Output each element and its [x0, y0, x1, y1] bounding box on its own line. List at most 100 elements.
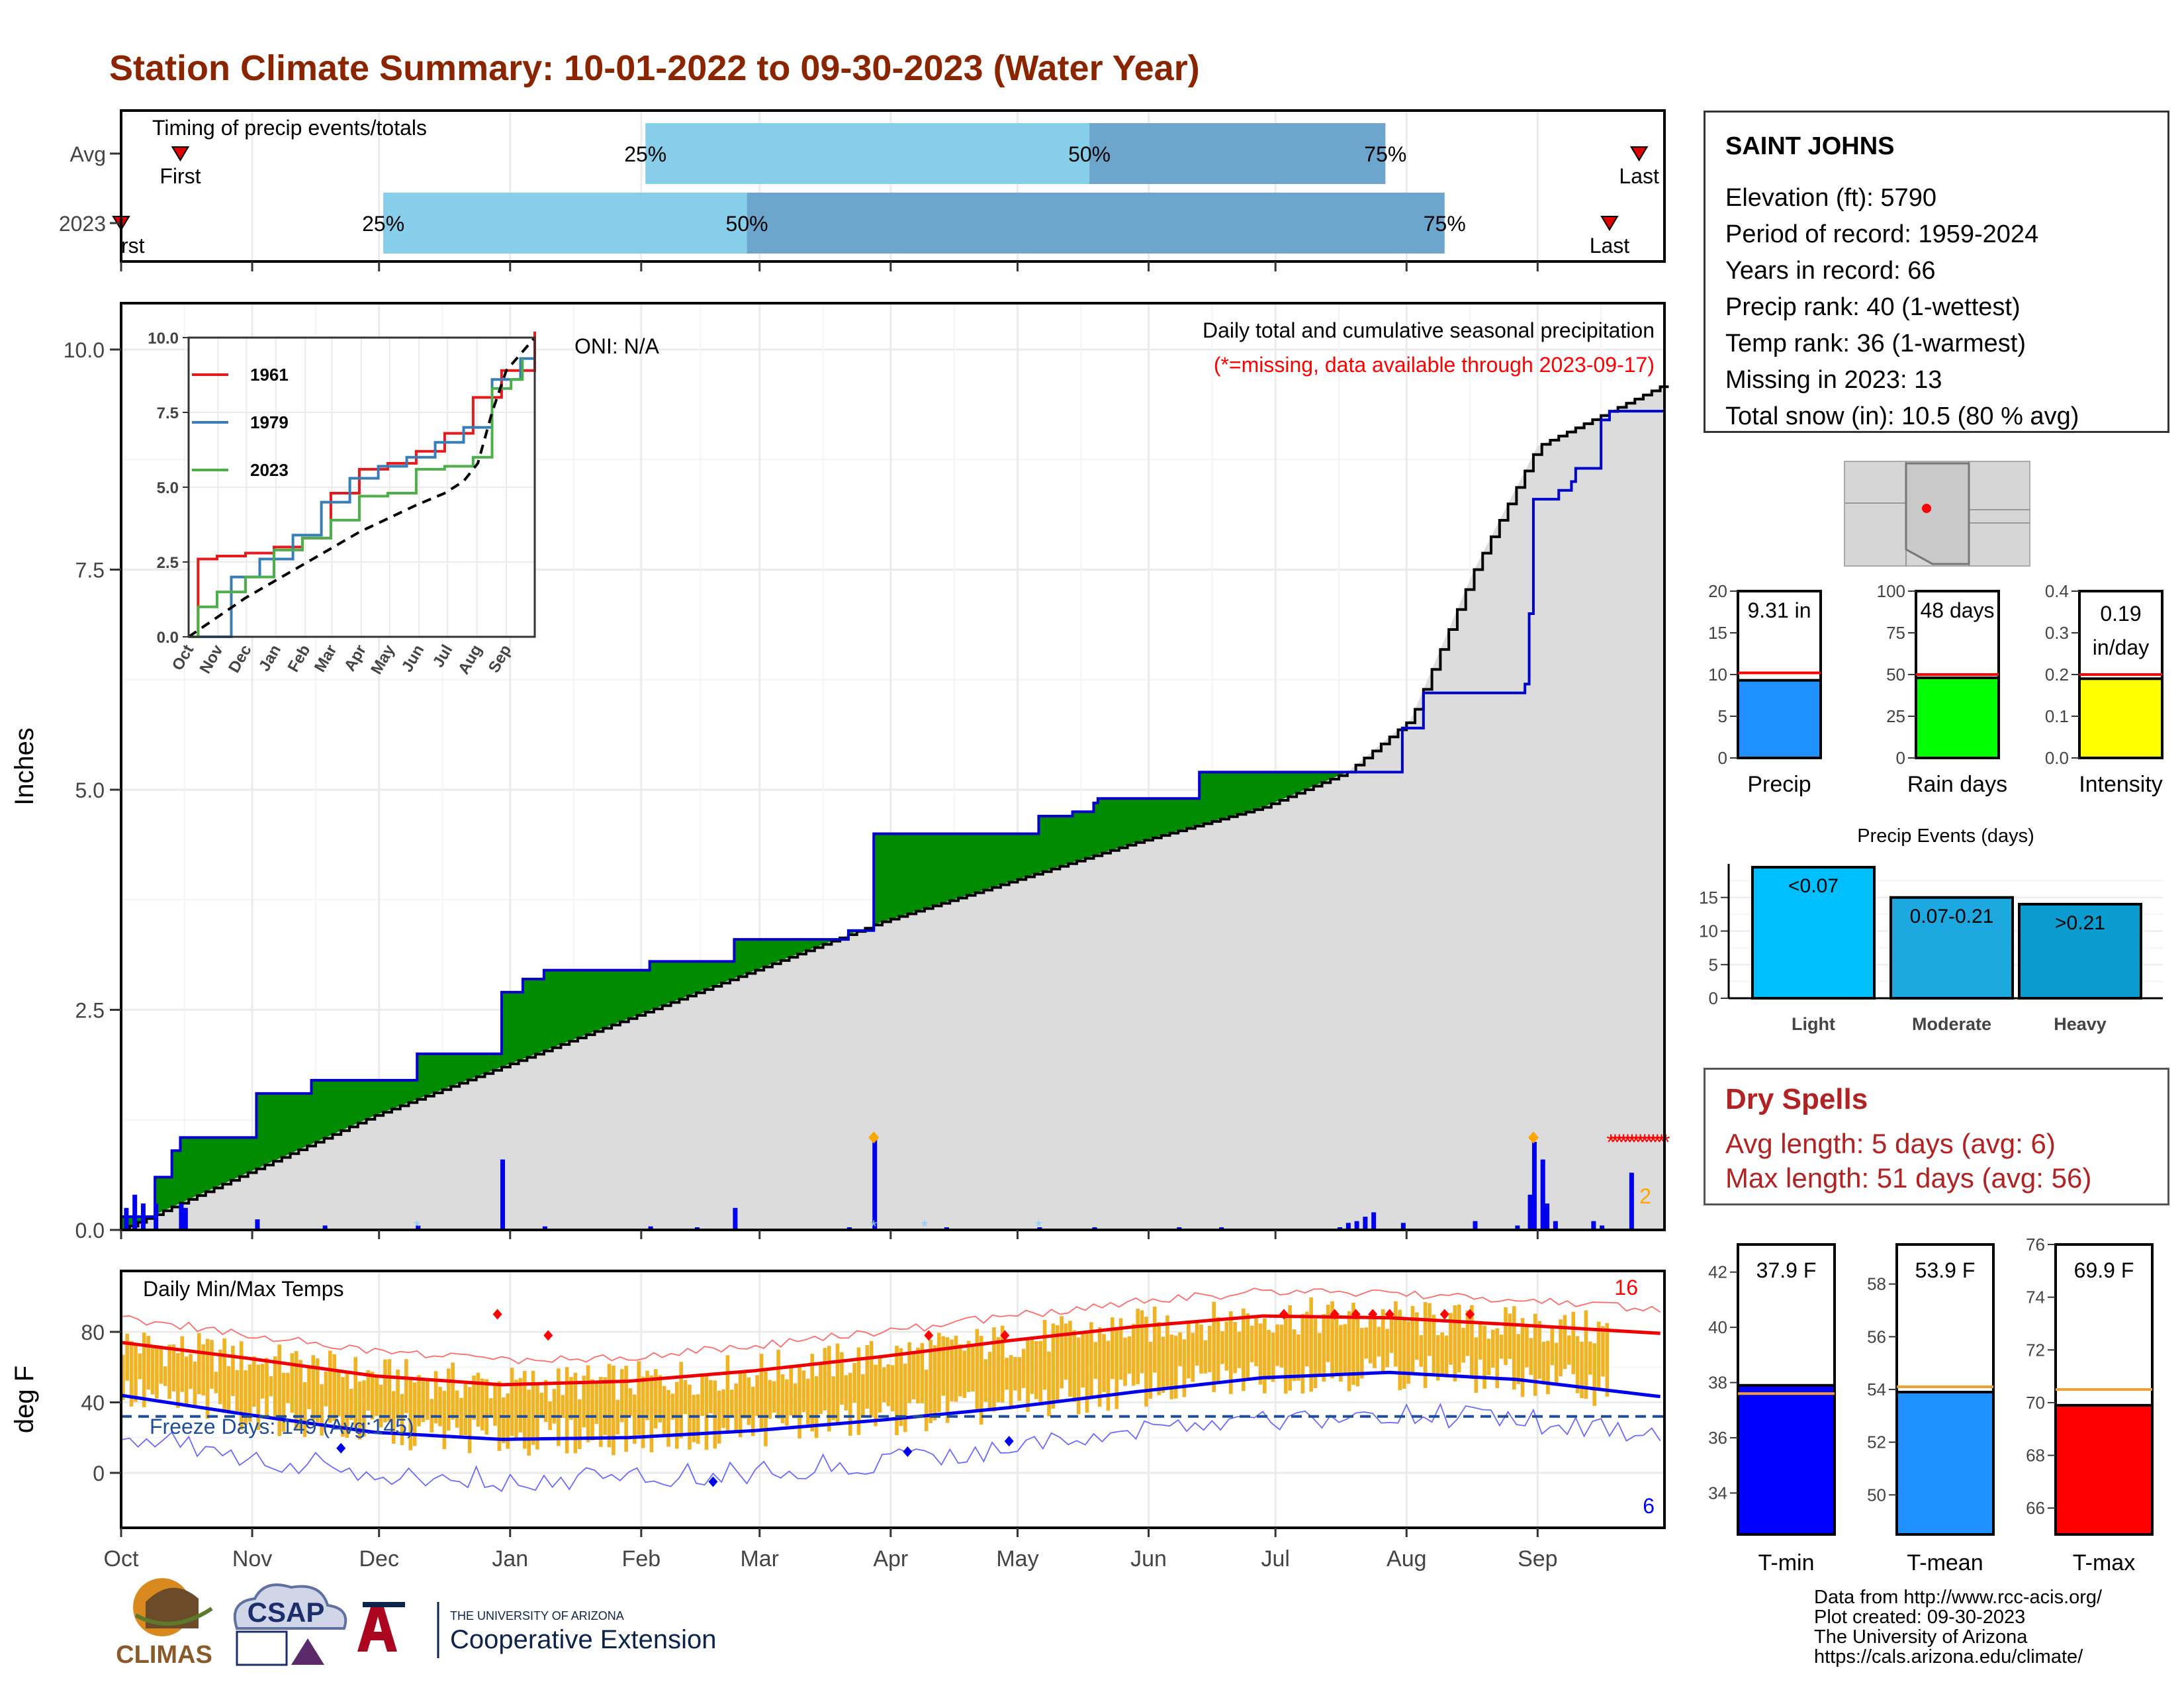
daily-temp-range-bar [916, 1347, 920, 1404]
record-high-marker [924, 1330, 934, 1341]
daily-temp-range-bar [1423, 1302, 1428, 1388]
daily-temp-range-bar [1246, 1313, 1250, 1379]
mini-bar-tick-label: 5 [1718, 706, 1727, 726]
daily-temp-range-bar [1415, 1312, 1419, 1360]
daily-temp-range-bar [1191, 1333, 1195, 1382]
month-label: Apr [873, 1546, 908, 1571]
month-label: May [996, 1546, 1038, 1571]
daily-temp-range-bar [890, 1365, 895, 1411]
daily-temp-range-bar [159, 1346, 163, 1384]
daily-precip-bar [1527, 1194, 1533, 1230]
temp-bar-tick-label: 70 [2026, 1393, 2045, 1413]
snow-marker: * [921, 1216, 928, 1236]
daily-temp-range-bar [1216, 1317, 1220, 1383]
daily-temp-range-bar [1212, 1301, 1216, 1392]
daily-temp-range-bar [341, 1377, 345, 1437]
daily-temp-range-bar [497, 1381, 502, 1451]
daily-temp-range-bar [1093, 1342, 1098, 1380]
precip-count-label: 2 [1639, 1184, 1651, 1208]
daily-temp-range-bar [451, 1362, 455, 1420]
daily-temp-range-bar [1402, 1317, 1406, 1389]
daily-temp-range-bar [1055, 1325, 1060, 1403]
month-label: Jan [492, 1546, 528, 1571]
daily-temp-range-bar [184, 1356, 189, 1405]
temp-bar-tick-label: 74 [2026, 1288, 2045, 1307]
daily-temp-range-bar [793, 1383, 797, 1419]
daily-temp-range-bar [226, 1366, 231, 1414]
record-low-marker [708, 1476, 718, 1487]
daily-precip-bar [179, 1203, 184, 1230]
temp-bar-outline [1895, 1390, 1995, 1536]
daily-precip-bar [1371, 1212, 1377, 1230]
daily-temp-range-bar [1318, 1333, 1322, 1374]
climas-logo-mark [134, 1607, 213, 1626]
daily-temp-range-bar [1453, 1305, 1457, 1382]
daily-temp-range-bar [1304, 1311, 1309, 1367]
daily-precip-bar [872, 1137, 878, 1230]
daily-temp-range-bar [1326, 1305, 1330, 1362]
temp-bar-outline [1737, 1383, 1836, 1536]
daily-temp-range-bar [1364, 1327, 1368, 1359]
daily-temp-range-bar [1537, 1321, 1541, 1379]
daily-temp-range-bar [1207, 1325, 1212, 1372]
daily-temp-range-bar [827, 1346, 831, 1432]
daily-temp-range-bar [590, 1379, 594, 1441]
daily-temp-range-bar [1030, 1336, 1034, 1394]
daily-temp-range-bar [772, 1381, 776, 1413]
missing-data-marker: * [1619, 1130, 1627, 1155]
daily-temp-range-bar [721, 1389, 725, 1429]
daily-temp-range-bar [146, 1335, 150, 1390]
temp-bar-tick-label: 76 [2026, 1235, 2045, 1254]
daily-temp-range-bar [666, 1389, 670, 1447]
timing-bar-25-50 [383, 193, 747, 254]
record-low-line [120, 1403, 1661, 1492]
timing-label-75: 75% [1364, 142, 1406, 166]
daily-temp-range-bar [1584, 1310, 1588, 1399]
daily-temp-range-bar [692, 1395, 696, 1442]
events-tick-label: 5 [1709, 955, 1718, 974]
station-location-marker [1922, 504, 1931, 513]
events-tick-label: 10 [1699, 921, 1718, 941]
daily-temp-range-bar [1081, 1333, 1085, 1388]
inset-average-line [187, 336, 536, 638]
daily-temp-range-bar [366, 1370, 371, 1411]
daily-temp-range-bar [670, 1393, 675, 1420]
daily-temp-range-bar [628, 1388, 633, 1417]
daily-temp-range-bar [1575, 1336, 1580, 1393]
timing-label-75: 75% [1424, 212, 1466, 236]
daily-temp-range-bar [983, 1359, 987, 1402]
daily-temp-range-bar [819, 1362, 823, 1415]
daily-temp-range-bar [370, 1372, 375, 1420]
series-2023-cumulative-line [121, 410, 1664, 1219]
daily-temp-range-bar [1021, 1348, 1026, 1388]
daily-temp-range-bar [134, 1346, 138, 1402]
precip-y-tick-label: 7.5 [75, 559, 105, 583]
mini-bar-tick-label: 0.2 [2045, 665, 2069, 684]
daily-temp-range-bar [353, 1357, 357, 1431]
inset-y-tick-label: 7.5 [157, 404, 179, 422]
snow-marker: * [414, 1216, 420, 1236]
daily-precip-bar [1363, 1217, 1368, 1230]
daily-temp-range-bar [1127, 1336, 1132, 1374]
station-name: SAINT JOHNS [1725, 132, 1895, 160]
mini-bar-value [1739, 680, 1819, 757]
temp-bar-tick-label: 40 [1708, 1317, 1727, 1337]
temp-bar-outline [2054, 1403, 2154, 1536]
daily-temp-range-bar [713, 1380, 717, 1449]
daily-precip-bar [1591, 1221, 1596, 1230]
temp-bar-tick-label: 52 [1867, 1432, 1886, 1452]
daily-temp-range-bar [396, 1370, 400, 1419]
daily-temp-range-bar [417, 1375, 421, 1427]
daily-temp-range-bar [823, 1348, 827, 1411]
daily-temp-range-bar [1432, 1315, 1436, 1376]
timing-label-50: 50% [726, 212, 768, 236]
daily-temp-range-bar [586, 1365, 590, 1442]
daily-temp-range-bar [252, 1356, 256, 1407]
daily-temp-range-bar [1258, 1323, 1263, 1385]
events-bar-label: 0.07-0.21 [1910, 906, 1994, 927]
daily-temp-range-bar [780, 1374, 785, 1424]
daily-temp-range-bar [1300, 1313, 1305, 1394]
daily-temp-range-bar [941, 1336, 946, 1396]
daily-temp-range-bar [438, 1386, 442, 1427]
